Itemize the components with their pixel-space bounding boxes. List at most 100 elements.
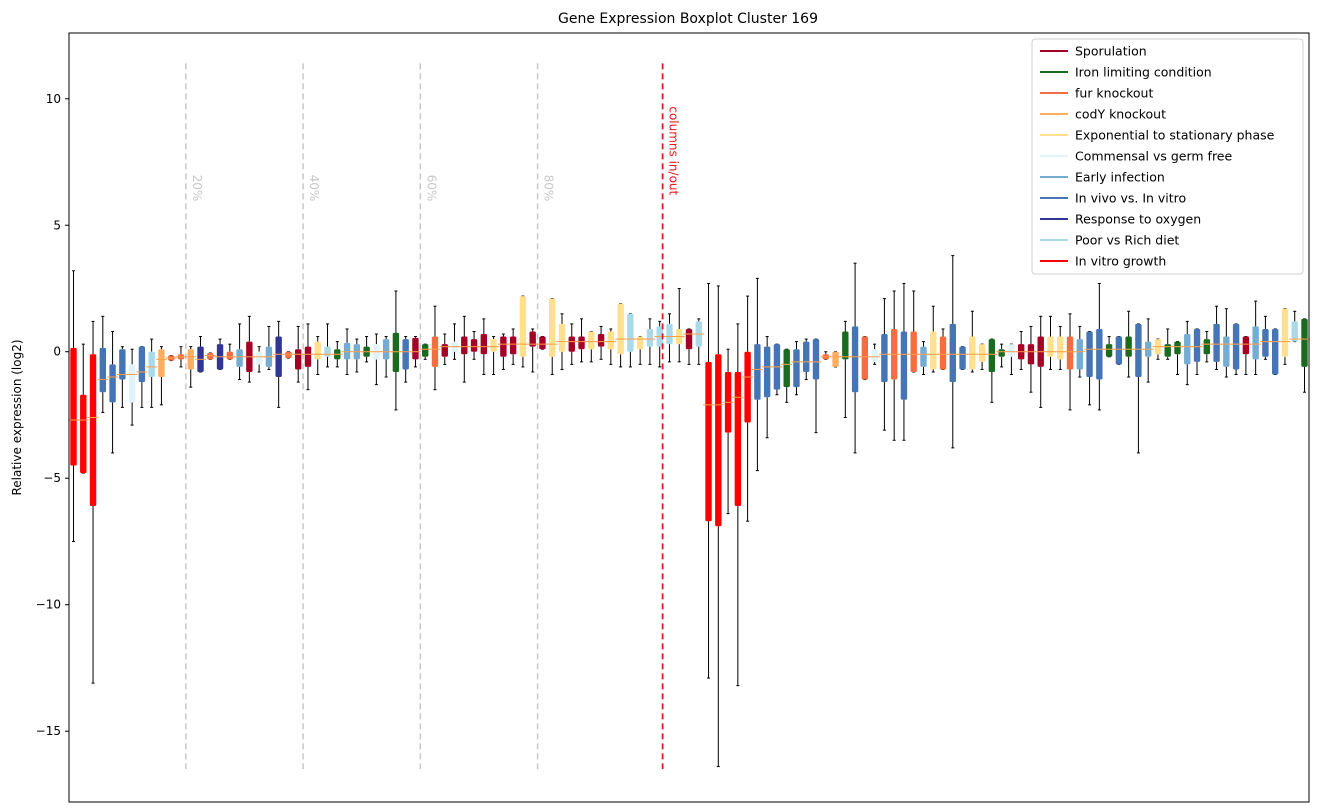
- box-104: [1074, 325, 1086, 378]
- box-body: [1057, 336, 1064, 360]
- box-84: [878, 298, 890, 431]
- legend-label: codY knockout: [1075, 107, 1166, 122]
- box-body: [1271, 328, 1279, 375]
- y-tick-label: −5: [43, 471, 61, 485]
- box-body: [1164, 344, 1171, 357]
- percentile-label: 60%: [424, 175, 438, 202]
- box-body: [412, 337, 419, 360]
- box-body: [392, 332, 400, 372]
- box-body: [1105, 344, 1113, 357]
- box-body: [1301, 318, 1308, 367]
- box-body: [949, 323, 956, 383]
- box-body: [685, 328, 693, 350]
- box-body: [236, 349, 243, 367]
- box-body: [461, 336, 468, 355]
- box-body: [920, 346, 927, 367]
- box-body: [431, 336, 439, 367]
- box-1: [68, 270, 79, 542]
- box-39: [439, 333, 451, 365]
- box-body: [1115, 336, 1123, 365]
- box-body: [842, 331, 849, 360]
- chart-title: Gene Expression Boxplot Cluster 169: [558, 11, 818, 27]
- box-96: [996, 343, 1008, 368]
- box-body: [500, 336, 507, 357]
- box-103: [1064, 313, 1076, 411]
- box-body: [99, 347, 107, 393]
- box-14: [195, 336, 207, 373]
- box-body: [119, 349, 126, 380]
- box-body: [148, 351, 155, 378]
- box-61: [654, 320, 666, 368]
- box-19: [243, 315, 255, 383]
- box-body: [607, 331, 615, 350]
- box-101: [1044, 315, 1056, 370]
- box-body: [382, 339, 390, 360]
- box-76: [800, 338, 812, 381]
- plot-frame: [68, 32, 1310, 803]
- box-body: [558, 323, 566, 352]
- box-54: [585, 330, 597, 363]
- box-90: [937, 328, 949, 370]
- percentile-label: 40%: [307, 175, 321, 202]
- box-5: [107, 330, 119, 454]
- box-66: [703, 282, 715, 679]
- box-body: [871, 349, 878, 362]
- legend-label: Exponential to stationary phase: [1075, 128, 1275, 143]
- box-body: [1047, 336, 1054, 357]
- box-102: [1054, 325, 1066, 370]
- percentile-label: 80%: [542, 175, 556, 202]
- box-body: [1213, 323, 1220, 362]
- box-123: [1259, 315, 1271, 360]
- box-body: [939, 336, 947, 370]
- box-15: [204, 352, 216, 360]
- box-body: [138, 346, 146, 383]
- box-body: [705, 361, 712, 522]
- legend-label: fur knockout: [1075, 86, 1153, 101]
- box-body: [783, 349, 790, 388]
- box-50: [546, 298, 558, 375]
- box-body: [422, 344, 429, 357]
- box-11: [165, 355, 177, 362]
- box-body: [1184, 334, 1191, 365]
- box-body: [158, 349, 165, 378]
- box-97: [1005, 343, 1017, 375]
- box-87: [908, 290, 920, 373]
- box-83: [869, 343, 881, 365]
- box-72: [761, 336, 773, 439]
- box-95: [986, 338, 998, 403]
- box-113: [1162, 328, 1174, 360]
- legend-label: In vivo vs. In vitro: [1075, 191, 1186, 206]
- box-body: [1232, 323, 1240, 370]
- box-body: [1086, 331, 1093, 378]
- box-3: [87, 320, 99, 684]
- box-73: [771, 343, 783, 396]
- box-body: [187, 349, 194, 370]
- box-71: [751, 277, 763, 472]
- box-53: [576, 318, 588, 363]
- box-107: [1103, 336, 1115, 358]
- box-36: [409, 336, 421, 368]
- box-body: [255, 351, 263, 365]
- box-34: [390, 290, 402, 411]
- legend: Sporulation Iron limiting condition fur kn…: [1031, 38, 1304, 275]
- box-115: [1181, 320, 1193, 386]
- box-110: [1132, 323, 1144, 454]
- box-body: [1203, 339, 1211, 355]
- box-body: [1027, 344, 1035, 365]
- box-body: [978, 344, 986, 362]
- box-60: [644, 318, 656, 365]
- box-120: [1230, 323, 1242, 375]
- box-32: [370, 333, 382, 386]
- box-body: [441, 344, 448, 357]
- percentile-label: 20%: [190, 175, 204, 202]
- legend-box: [1031, 38, 1304, 275]
- box-body: [480, 334, 488, 355]
- box-20: [253, 346, 265, 373]
- box-body: [851, 326, 859, 393]
- box-58: [624, 313, 636, 368]
- box-67: [712, 285, 724, 768]
- box-122: [1250, 300, 1262, 375]
- box-43: [478, 318, 490, 375]
- legend-label: Poor vs Rich diet: [1075, 233, 1179, 248]
- box-10: [155, 346, 167, 406]
